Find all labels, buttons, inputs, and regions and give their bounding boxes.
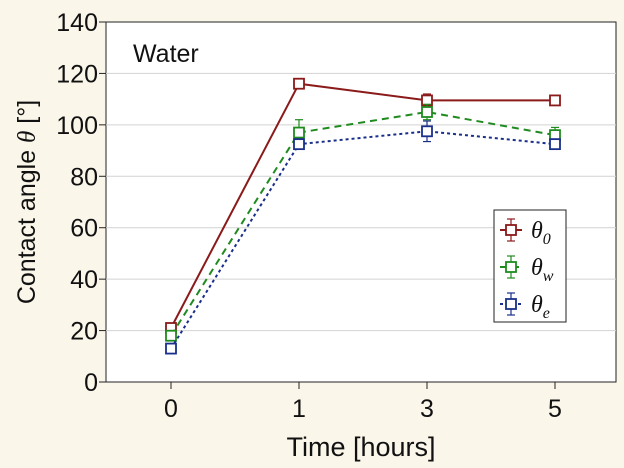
legend-marker <box>505 298 517 310</box>
legend-marker <box>505 261 517 273</box>
legend-subscript: w <box>543 268 554 285</box>
data-point <box>421 125 433 138</box>
y-axis-label-unit: [°] <box>13 100 41 124</box>
legend-label: θe <box>531 292 550 322</box>
y-tick-label: 60 <box>70 215 98 243</box>
data-point <box>293 126 305 139</box>
legend-item: θ0 <box>500 218 551 248</box>
y-tick-label: 80 <box>70 163 98 191</box>
legend-label: θ0 <box>531 218 551 248</box>
x-tick-label: 1 <box>292 395 306 423</box>
y-tick-label: 100 <box>56 112 98 140</box>
series-e <box>165 120 561 355</box>
plot-area <box>105 21 617 383</box>
series-line <box>170 110 556 337</box>
legend-symbol: θ <box>531 292 543 318</box>
y-tick-label: 0 <box>84 369 98 397</box>
data-point <box>293 138 305 151</box>
grid-layer <box>106 72 616 332</box>
series-line <box>170 82 555 329</box>
legend-subscript: 0 <box>543 231 551 248</box>
chart-annotation: Water <box>133 40 199 68</box>
y-tick-label: 120 <box>56 60 98 88</box>
y-tick-label: 40 <box>70 266 98 294</box>
legend-marker <box>505 224 517 236</box>
x-tick-label: 0 <box>164 395 178 423</box>
x-tick-label: 5 <box>548 395 562 423</box>
legend-symbol: θ <box>531 218 543 244</box>
data-point <box>549 138 561 151</box>
y-axis-label-symbol: θ <box>14 131 41 143</box>
series-layer <box>165 77 561 355</box>
legend-item: θw <box>500 255 554 285</box>
y-axis-label: Contact angle θ [°] <box>13 100 41 304</box>
data-point <box>549 94 561 107</box>
data-point <box>165 329 177 342</box>
data-point <box>165 342 177 355</box>
series-w <box>165 103 561 342</box>
y-axis-label-text: Contact angle <box>13 150 41 304</box>
x-axis-label: Time [hours] <box>286 432 435 462</box>
legend-symbol: θ <box>531 255 543 281</box>
legend-subscript: e <box>543 305 550 322</box>
x-tick-label: 3 <box>420 395 434 423</box>
series-line <box>170 130 556 350</box>
axis-layer: 0 20 40 60 80 100 120 140 0 1 3 5 <box>56 9 562 423</box>
y-tick-label: 20 <box>70 318 98 346</box>
data-point <box>293 77 305 90</box>
legend-item: θe <box>500 292 550 322</box>
data-point <box>421 106 433 118</box>
legend-label: θw <box>531 255 554 285</box>
y-tick-label: 140 <box>56 9 98 37</box>
